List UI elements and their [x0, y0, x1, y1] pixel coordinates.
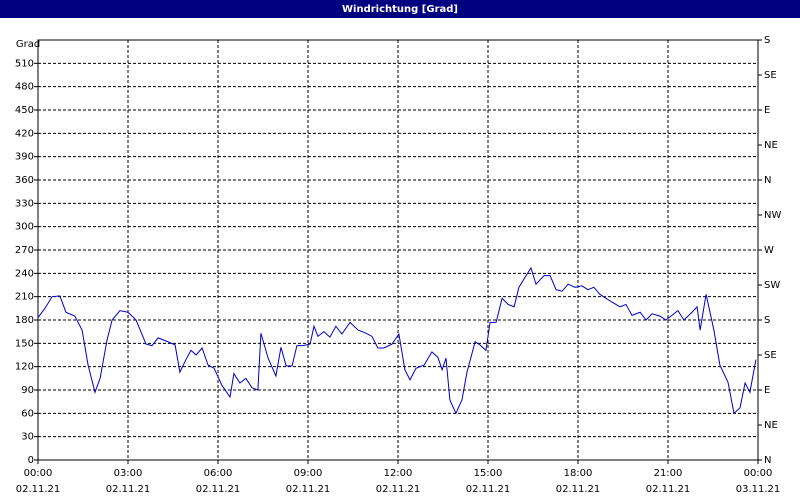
x-tick-date: 02.11.21 — [106, 484, 151, 495]
x-tick-label: 00:00 — [24, 468, 53, 479]
y2-tick-label: N — [764, 175, 771, 186]
y2-tick-label: E — [764, 385, 770, 396]
y2-tick-label: S — [764, 315, 770, 326]
y2-tick-label: NE — [764, 420, 778, 431]
x-tick-label: 21:00 — [654, 468, 683, 479]
y-tick-label: 420 — [15, 128, 34, 139]
y-tick-label: 450 — [15, 105, 34, 116]
x-tick-date: 02.11.21 — [196, 484, 241, 495]
y-tick-label: 300 — [15, 222, 34, 233]
y2-tick-label: S — [764, 35, 770, 46]
x-tick-date: 02.11.21 — [466, 484, 511, 495]
y2-tick-label: SE — [764, 70, 777, 81]
title-bar — [0, 0, 800, 18]
y-tick-label: 330 — [15, 198, 34, 209]
y2-tick-label: N — [764, 455, 771, 466]
y-tick-label: 270 — [15, 245, 34, 256]
y2-tick-label: E — [764, 105, 770, 116]
x-tick-label: 09:00 — [294, 468, 323, 479]
y2-tick-label: SE — [764, 350, 777, 361]
y2-tick-label: SW — [764, 280, 780, 291]
y-tick-label: 120 — [15, 362, 34, 373]
x-tick-label: 06:00 — [204, 468, 233, 479]
x-tick-label: 15:00 — [474, 468, 503, 479]
y-tick-label: 60 — [21, 408, 34, 419]
x-tick-date: 02.11.21 — [16, 484, 61, 495]
y2-tick-label: NW — [764, 210, 781, 221]
y-tick-label: 360 — [15, 175, 34, 186]
y-axis-label: Grad — [16, 39, 40, 50]
x-tick-date: 02.11.21 — [376, 484, 421, 495]
y2-tick-label: NE — [764, 140, 778, 151]
y-tick-label: 30 — [21, 432, 34, 443]
x-tick-label: 12:00 — [384, 468, 413, 479]
x-tick-date: 02.11.21 — [646, 484, 691, 495]
y2-tick-label: W — [764, 245, 774, 256]
x-tick-label: 18:00 — [564, 468, 593, 479]
y-tick-label: 240 — [15, 268, 34, 279]
y-tick-label: 210 — [15, 292, 34, 303]
y-tick-label: 390 — [15, 152, 34, 163]
chart-title: Windrichtung [Grad] — [342, 4, 458, 15]
x-tick-date: 02.11.21 — [286, 484, 331, 495]
y-tick-label: 480 — [15, 82, 34, 93]
data-line — [37, 266, 757, 415]
y-tick-label: 180 — [15, 315, 34, 326]
x-tick-label: 00:00 — [744, 468, 773, 479]
y-tick-label: 510 — [15, 58, 34, 69]
y-tick-label: 150 — [15, 338, 34, 349]
x-tick-date: 03.11.21 — [736, 484, 781, 495]
y-tick-label: 0 — [28, 455, 34, 466]
y-tick-label: 90 — [21, 385, 34, 396]
x-tick-label: 03:00 — [114, 468, 143, 479]
x-tick-date: 02.11.21 — [556, 484, 601, 495]
